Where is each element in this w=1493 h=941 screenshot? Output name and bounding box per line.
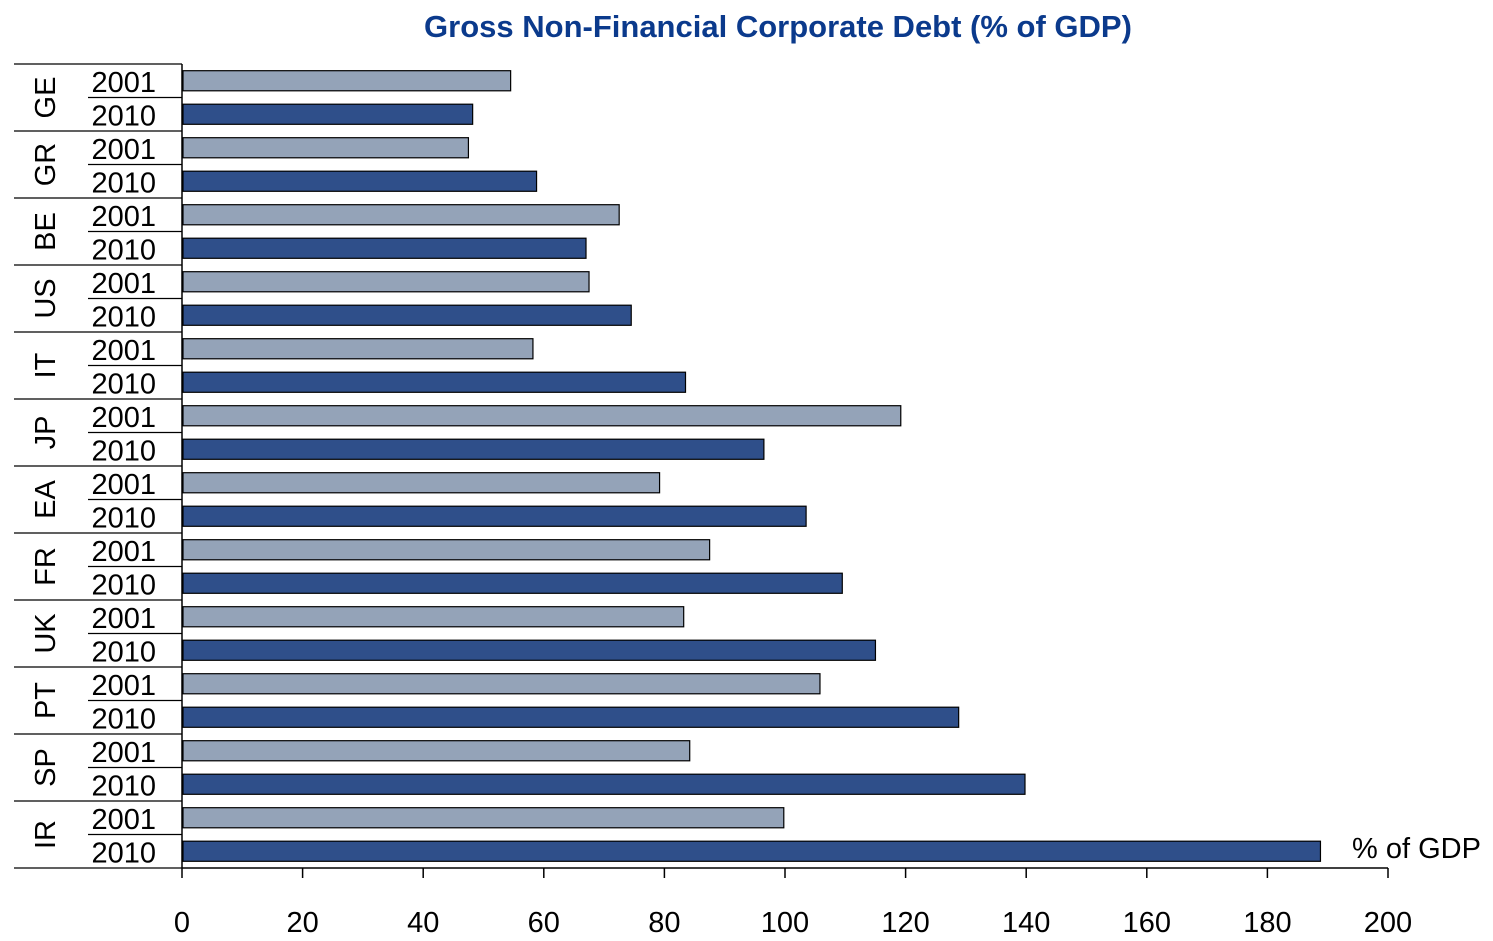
country-label-be: BE: [30, 212, 62, 251]
bar-be-2001: [182, 204, 620, 226]
bar-uk-2010: [182, 639, 877, 661]
country-label-ea: EA: [30, 480, 62, 519]
bar-pt-2001: [182, 673, 821, 695]
year-label-ir-2001: 2001: [91, 804, 156, 836]
bar-it-2001: [182, 338, 534, 360]
bar-be-2010: [182, 237, 587, 259]
bar-sp-2001: [182, 740, 691, 762]
bar-pt-2010: [182, 706, 960, 728]
country-label-fr: FR: [30, 547, 62, 586]
year-labels-layer: 2001201020012010200120102001201020012010…: [91, 67, 156, 870]
year-label-ge-2010: 2010: [91, 100, 156, 132]
year-label-it-2001: 2001: [91, 335, 156, 367]
country-label-uk: UK: [30, 613, 62, 654]
bar-sp-2010: [182, 773, 1026, 795]
x-tick-label-60: 60: [528, 907, 560, 939]
year-label-us-2010: 2010: [91, 301, 156, 333]
year-label-it-2010: 2010: [91, 368, 156, 400]
x-tick-label-200: 200: [1364, 907, 1412, 939]
country-label-jp: JP: [30, 416, 62, 450]
bar-us-2001: [182, 271, 590, 293]
year-label-ir-2010: 2010: [91, 837, 156, 869]
chart-title: Gross Non-Financial Corporate Debt (% of…: [424, 9, 1132, 44]
bars-layer: [182, 70, 1322, 862]
bar-jp-2010: [182, 438, 765, 460]
x-axis-unit-label: % of GDP: [1352, 833, 1481, 865]
year-label-ea-2010: 2010: [91, 502, 156, 534]
group-divider-lines: [14, 63, 182, 869]
bar-ir-2010: [182, 840, 1322, 862]
year-label-ea-2001: 2001: [91, 469, 156, 501]
year-label-gr-2010: 2010: [91, 167, 156, 199]
country-label-ge: GE: [30, 77, 62, 119]
country-label-gr: GR: [30, 143, 62, 187]
x-tick-label-40: 40: [407, 907, 439, 939]
bar-fr-2010: [182, 572, 843, 594]
year-label-be-2001: 2001: [91, 201, 156, 233]
x-axis-ticks: 0 20 40 60 80 100 120 140 160 180 200: [174, 868, 1412, 939]
bar-ea-2010: [182, 505, 807, 527]
x-tick-label-160: 160: [1123, 907, 1171, 939]
bar-us-2010: [182, 304, 632, 326]
x-tick-label-100: 100: [761, 907, 809, 939]
year-label-pt-2001: 2001: [91, 670, 156, 702]
bar-ir-2001: [182, 807, 785, 829]
year-label-us-2001: 2001: [91, 268, 156, 300]
bar-ge-2010: [182, 103, 474, 125]
x-tick-label-120: 120: [881, 907, 929, 939]
year-label-fr-2001: 2001: [91, 536, 156, 568]
year-label-gr-2001: 2001: [91, 134, 156, 166]
bar-jp-2001: [182, 405, 902, 427]
year-label-uk-2010: 2010: [91, 636, 156, 668]
year-label-jp-2001: 2001: [91, 402, 156, 434]
year-label-jp-2010: 2010: [91, 435, 156, 467]
country-label-ir: IR: [30, 820, 62, 849]
x-tick-label-20: 20: [286, 907, 318, 939]
year-label-uk-2001: 2001: [91, 603, 156, 635]
country-labels-layer: GE GR BE US IT JP EA FR UK PT SP IR: [30, 77, 62, 849]
year-label-pt-2010: 2010: [91, 703, 156, 735]
bar-it-2010: [182, 371, 687, 393]
year-label-fr-2010: 2010: [91, 569, 156, 601]
year-label-ge-2001: 2001: [91, 67, 156, 99]
year-label-be-2010: 2010: [91, 234, 156, 266]
country-label-it: IT: [30, 352, 62, 378]
x-tick-label-80: 80: [648, 907, 680, 939]
bar-fr-2001: [182, 539, 711, 561]
country-label-pt: PT: [30, 682, 62, 719]
bar-uk-2001: [182, 606, 685, 628]
bar-ea-2001: [182, 472, 661, 494]
bar-gr-2001: [182, 137, 470, 159]
year-label-sp-2001: 2001: [91, 737, 156, 769]
x-tick-label-140: 140: [1002, 907, 1050, 939]
country-label-sp: SP: [30, 748, 62, 787]
bar-gr-2010: [182, 170, 538, 192]
country-label-us: US: [30, 278, 62, 318]
year-label-sp-2010: 2010: [91, 770, 156, 802]
x-tick-label-0: 0: [174, 907, 190, 939]
x-tick-label-180: 180: [1243, 907, 1291, 939]
bar-ge-2001: [182, 70, 512, 92]
